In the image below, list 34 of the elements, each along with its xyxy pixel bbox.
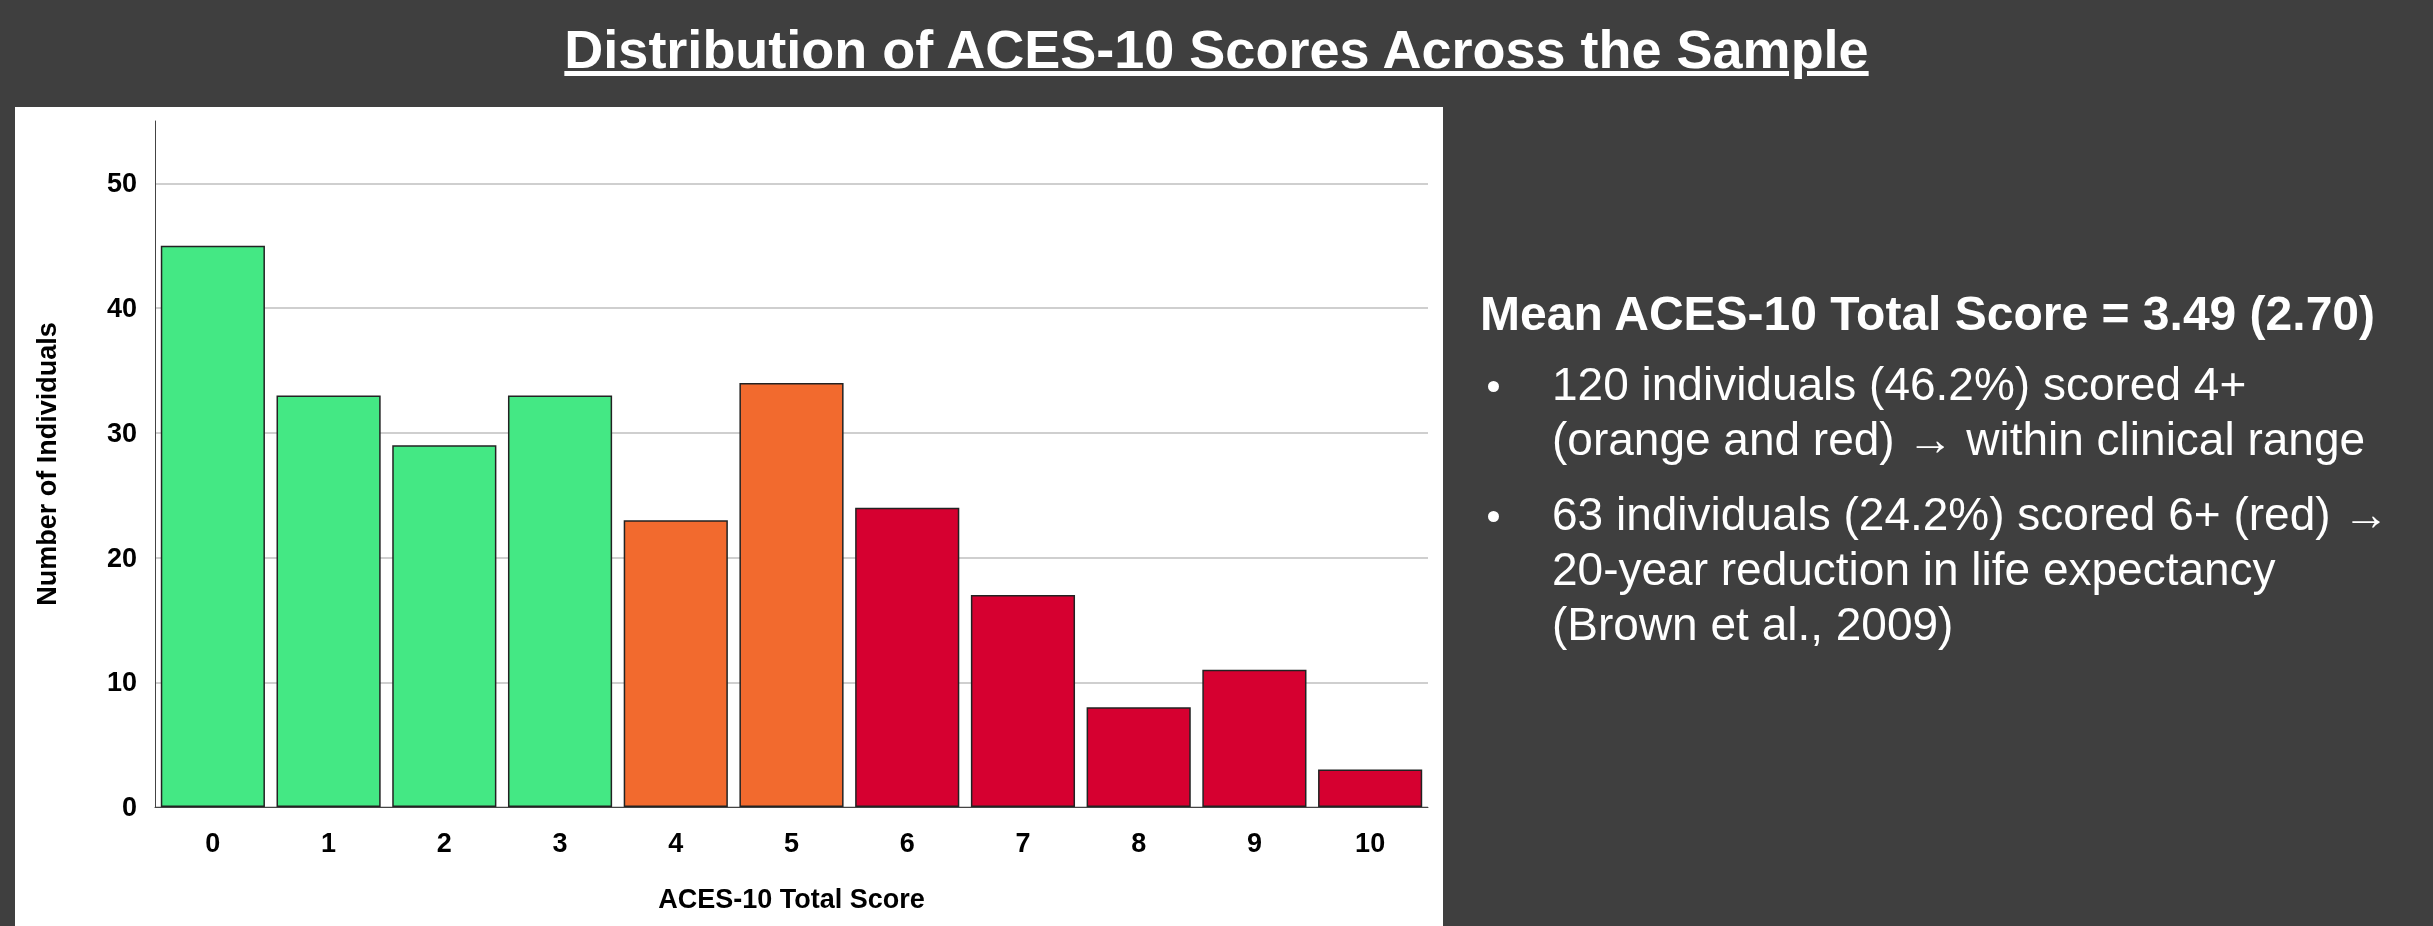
y-tick-label: 40 (106, 293, 137, 324)
bar (507, 395, 613, 807)
y-tick-label: 50 (106, 168, 137, 199)
y-tick-label: 20 (106, 542, 137, 573)
y-tick-label: 10 (106, 667, 137, 698)
bar (855, 507, 960, 807)
bar (276, 395, 381, 807)
x-tick-label: 5 (783, 827, 800, 858)
bar (392, 445, 497, 807)
x-tick-label: 9 (1246, 827, 1262, 858)
x-tick-label: 6 (899, 827, 915, 858)
bar (1086, 707, 1191, 807)
y-tick-label: 30 (106, 417, 137, 448)
bar (1202, 669, 1307, 807)
x-tick-label: 7 (1015, 827, 1031, 858)
x-tick-label: 10 (1355, 827, 1386, 858)
x-tick-label: 1 (321, 827, 337, 858)
bar (1318, 769, 1423, 807)
chart-title: Distribution of ACES-10 Scores Across the Sample (563, 18, 1870, 80)
bar (623, 520, 728, 807)
x-tick-label: 0 (205, 827, 221, 858)
text: 63 individuals (24.2%) scored 6+ (red) → 20-year reduction in life expectancy (Brown et al., 2009) (1551, 486, 2391, 653)
bar (970, 594, 1076, 807)
bar (160, 245, 265, 807)
y-tick-label: 0 (121, 792, 137, 822)
x-axis-title: ACES-10 Total Score (658, 883, 925, 914)
y-axis-title: Number of Individuals (31, 322, 62, 606)
text: 120 individuals (46.2%) scored 4+ (orange and red) → within clinical range (1551, 356, 2367, 467)
x-tick-label: 3 (552, 827, 568, 858)
x-tick-label: 4 (668, 827, 684, 858)
text: Mean ACES-10 Total Score = 3.49 (2.70) (1480, 286, 2376, 342)
x-tick-label: 2 (436, 827, 452, 858)
bar (739, 382, 844, 807)
x-tick-label: 8 (1131, 827, 1147, 858)
